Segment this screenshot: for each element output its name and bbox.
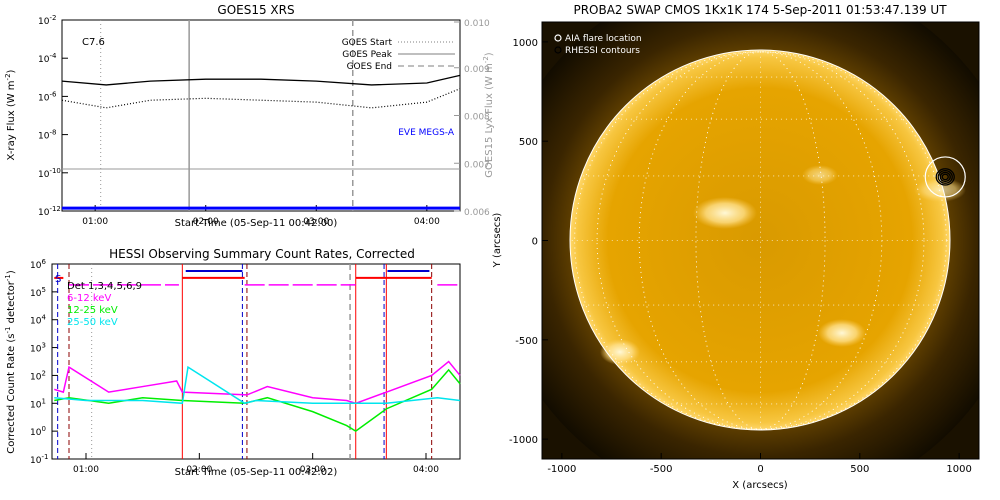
aia-flare-circle (924, 156, 966, 198)
hessi-x-tick-label: 03:00 (300, 465, 326, 475)
goes-y-right-tick-label: 0.009 (464, 65, 490, 75)
grid-longitude (695, 51, 826, 430)
active-region (693, 197, 757, 229)
hessi-axes: 01:00 02:00 03:00 04:00 106 105 104 103 102 101 10… (30, 258, 439, 475)
hessi-y-tick-label: 101 (30, 397, 46, 410)
hessi-legend-label: Det 1,3,4,5,6,9 (67, 281, 142, 292)
goes-y-right-tick-label: 0.008 (464, 113, 490, 123)
goes-y-tick-label: 10-2 (38, 14, 56, 27)
swap-axes: -1000 -500 0 500 1000 1000 500 0 -500 -1000 (509, 38, 972, 475)
swap-x-tick-label: -1000 (547, 464, 576, 475)
goes-x-tick-label: 01:00 (82, 217, 108, 227)
rhessi-contour (935, 168, 955, 186)
swap-y-tick-label: 500 (519, 137, 538, 148)
hessi-series-line (54, 365, 461, 405)
swap-x-tick-label: 1000 (946, 464, 971, 475)
active-region (802, 165, 838, 185)
hessi-y-tick-label: 106 (30, 258, 46, 271)
swap-y-tick-label: -500 (515, 336, 538, 347)
hessi-y-tick-label: 104 (30, 314, 46, 327)
rhessi-contour (939, 171, 951, 183)
swap-legend-label: AIA flare location (565, 34, 642, 44)
goes-y-right-tick-label: 0.007 (464, 160, 490, 170)
goes-legend-label: GOES Peak (342, 50, 392, 60)
swap-ylabel: Y (arcsecs) (492, 213, 503, 269)
hessi-xlabel: Start Time (05-Sep-11 00:42:02) (175, 467, 338, 478)
hessi-series (54, 264, 461, 459)
active-region (600, 339, 640, 365)
goes-x-tick-label: 04:00 (414, 217, 440, 227)
hessi-panel: HESSI Observing Summary Count Rates, Cor… (4, 247, 461, 478)
goes-xlabel: Start Time (05-Sep-11 00:42:00) (175, 218, 338, 229)
solar-limb (569, 49, 951, 431)
hessi-legend-label: 12-25 keV (67, 305, 118, 316)
swap-y-tick-label: 1000 (513, 38, 538, 49)
flare-marker (924, 156, 966, 198)
grid-longitude (596, 51, 925, 430)
hessi-x-tick-label: 02:00 (186, 465, 212, 475)
goes-panel: GOES15 XRS 01:00 02:00 03:00 04:00 10-2 10-4 1… (4, 3, 495, 229)
hessi-frame (51, 263, 461, 460)
swap-x-tick-label: -500 (650, 464, 673, 475)
hessi-series-line (54, 360, 461, 405)
hessi-y-tick-label: 10-1 (30, 453, 48, 466)
hessi-ylabel: Corrected Count Rate (s-1 detector-1) (4, 270, 17, 454)
goes-y-right-tick-label: 0.010 (464, 19, 490, 29)
hessi-title: HESSI Observing Summary Count Rates, Cor… (109, 247, 415, 261)
swap-legend-symbol (554, 34, 562, 42)
swap-x-tick-label: 500 (850, 464, 869, 475)
swap-y-tick-label: -1000 (509, 435, 538, 446)
goes-series-line (61, 74, 461, 86)
goes-legend-label: GOES End (347, 62, 392, 72)
swap-y-tick-label: 0 (532, 237, 538, 248)
goes-y-tick-label: 10-8 (38, 129, 56, 142)
active-region (818, 319, 866, 347)
goes-title: GOES15 XRS (217, 3, 294, 17)
swap-legend: AIA flare location RHESSI contours (554, 34, 642, 56)
swap-legend-label: RHESSI contours (565, 46, 640, 56)
goes-legend-label: GOES Start (342, 38, 393, 48)
grid-longitude (638, 51, 883, 430)
goes-y-tick-label: 10-4 (38, 52, 57, 65)
hessi-y-tick-label: 102 (30, 369, 46, 382)
hessi-legend-label: 6-12 keV (67, 293, 111, 304)
swap-x-tick-label: 0 (757, 464, 763, 475)
eve-label: EVE MEGS-A (398, 128, 455, 138)
hessi-y-tick-label: 105 (30, 286, 46, 299)
goes-class-annotation: C7.6 (82, 37, 105, 48)
goes-ylabel-right: GOES15 Lyx Flux (W m-2) (482, 52, 495, 178)
goes-ylabel: X-ray Flux (W m-2) (4, 69, 17, 160)
goes-y-tick-label: 10-12 (38, 205, 61, 218)
goes-axes: 01:00 02:00 03:00 04:00 10-2 10-4 10-6 10-8 10-1… (38, 14, 490, 227)
solar-image (542, 22, 979, 459)
goes-y-right-tick-label: 0.006 (464, 208, 490, 218)
goes-series (61, 20, 461, 211)
hessi-y-tick-label: 103 (30, 342, 46, 355)
goes-y-tick-label: 10-10 (38, 167, 61, 180)
swap-title: PROBA2 SWAP CMOS 1Kx1K 174 5-Sep-2011 01… (573, 3, 947, 17)
hessi-y-tick-label: 100 (30, 425, 46, 438)
rhessi-contour (941, 173, 949, 181)
goes-legend: GOES Start GOES Peak GOES End (342, 38, 455, 72)
goes-series-line (61, 88, 461, 109)
goes-x-tick-label: 02:00 (193, 217, 219, 227)
swap-panel: PROBA2 SWAP CMOS 1Kx1K 174 5-Sep-2011 01… (492, 3, 980, 491)
swap-xlabel: X (arcsecs) (732, 480, 788, 491)
goes-frame (61, 19, 461, 212)
hessi-x-tick-label: 01:00 (73, 465, 99, 475)
hessi-legend-marker: S (55, 274, 61, 285)
grid-longitude (574, 51, 947, 430)
hessi-series-line (54, 368, 461, 433)
hessi-x-tick-label: 04:00 (413, 465, 439, 475)
goes-x-tick-label: 03:00 (303, 217, 329, 227)
hessi-legend-label: 25-50 keV (67, 317, 118, 328)
solar-disk (570, 50, 950, 430)
rhessi-contour (937, 169, 953, 184)
goes-y-tick-label: 10-6 (38, 90, 57, 103)
heliographic-grid (571, 51, 950, 430)
swap-legend-symbol (554, 46, 562, 54)
